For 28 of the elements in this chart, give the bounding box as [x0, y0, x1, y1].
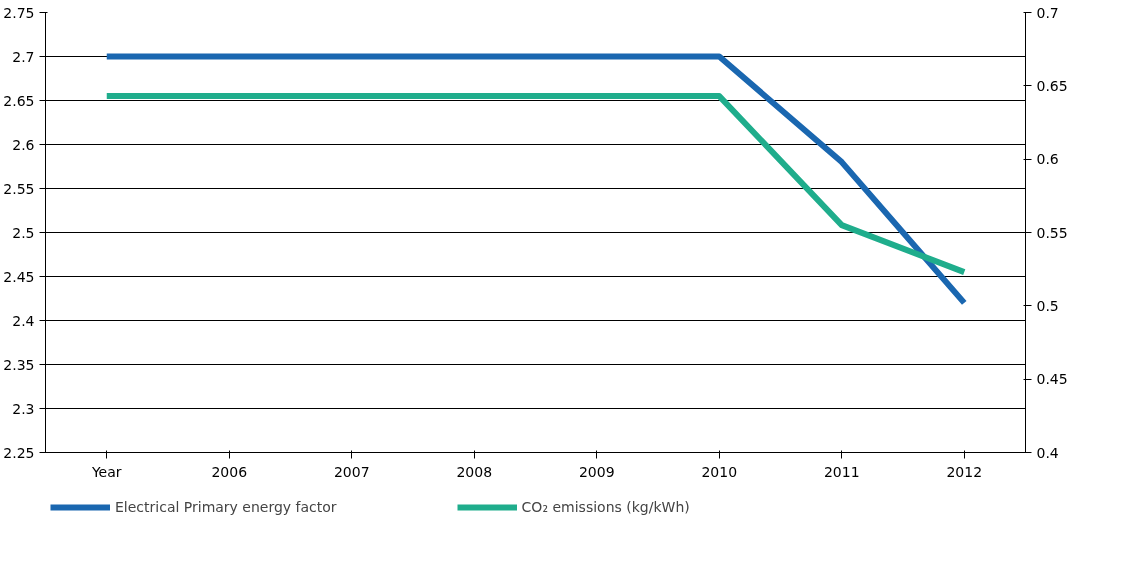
y-tick-label: 2.55 [3, 180, 35, 197]
y2-tick-label: 0.55 [1036, 224, 1068, 241]
y2-tick-label: 0.4 [1036, 444, 1059, 461]
x-tick-label: 2007 [333, 463, 370, 480]
y2-tick-label: 0.5 [1036, 297, 1059, 314]
x-tick-label: 2010 [701, 463, 738, 480]
y2-tick-label: 0.65 [1036, 77, 1068, 94]
y2-tick-label: 0.45 [1036, 371, 1068, 388]
y-tick-label: 2.25 [3, 444, 35, 461]
y-tick-label: 2.3 [12, 400, 35, 417]
x-tick-label: 2008 [456, 463, 493, 480]
x-tick-label: Year [90, 463, 122, 480]
y-tick-label: 2.7 [12, 48, 35, 65]
y2-tick-label: 0.6 [1036, 151, 1059, 168]
x-tick-label: 2009 [578, 463, 615, 480]
y-tick-label: 2.65 [3, 92, 35, 109]
y-tick-label: 2.75 [3, 4, 35, 21]
legend-label: CO₂ emissions (kg/kWh) [521, 499, 690, 515]
x-tick-label: 2012 [946, 463, 983, 480]
y-tick-label: 2.4 [12, 312, 35, 329]
y2-tick-label: 0.7 [1036, 4, 1059, 21]
x-tick-label: 2006 [211, 463, 248, 480]
y-tick-label: 2.45 [3, 268, 35, 285]
legend-label: Electrical Primary energy factor [115, 499, 337, 515]
y-tick-label: 2.5 [12, 224, 35, 241]
y-tick-label: 2.35 [3, 356, 35, 373]
y-tick-label: 2.6 [12, 136, 35, 153]
x-tick-label: 2011 [823, 463, 860, 480]
